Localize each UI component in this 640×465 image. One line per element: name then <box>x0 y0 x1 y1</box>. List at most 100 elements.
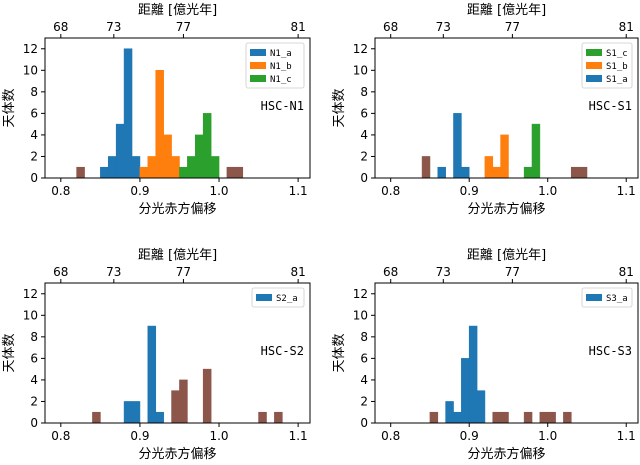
series-s1-c <box>523 123 541 179</box>
y-tick-label: 12 <box>23 42 38 56</box>
top-x-tick-label: 77 <box>505 20 520 34</box>
top-x-tick-label: 68 <box>53 265 68 279</box>
y-tick-label: 10 <box>23 63 38 77</box>
histogram-bar <box>76 166 85 179</box>
series-s2-a <box>123 325 164 424</box>
y-tick-label: 2 <box>30 394 38 408</box>
histogram-bar <box>429 411 439 424</box>
y-tick-label: 6 <box>360 106 368 120</box>
histogram-bar <box>563 411 572 424</box>
legend-swatch <box>250 75 266 82</box>
y-tick-label: 4 <box>360 128 368 142</box>
top-x-tick-label: 73 <box>106 265 121 279</box>
top-x-tick-label: 81 <box>619 20 634 34</box>
y-tick-label: 8 <box>360 330 368 344</box>
legend-box <box>251 287 305 308</box>
x-tick-label: 0.9 <box>460 429 479 443</box>
x-tick-label: 1.0 <box>538 184 557 198</box>
legend-swatch <box>250 49 266 56</box>
histogram-bar <box>226 166 236 179</box>
legend-label: S1_b <box>606 62 628 72</box>
histogram-bar <box>115 123 125 179</box>
legend-swatch <box>586 62 602 69</box>
axes-frame <box>374 282 639 424</box>
histogram-bar <box>531 123 541 179</box>
legend: N1_a N1_b N1_c <box>245 42 305 89</box>
histogram-bar <box>492 411 501 424</box>
histogram-bar <box>194 134 204 179</box>
top-x-tick-label: 81 <box>290 265 305 279</box>
x-tick-label: 1.1 <box>617 429 636 443</box>
histogram-bar <box>445 401 454 424</box>
y-tick-label: 4 <box>30 128 38 142</box>
x-tick-label: 0.9 <box>130 184 149 198</box>
top-x-tick-label: 77 <box>176 20 191 34</box>
top-x-tick-label: 77 <box>176 265 191 279</box>
histogram-bar <box>100 166 109 179</box>
histogram-bar <box>234 166 244 179</box>
top-x-axis-label: 距離 [億光年] <box>467 2 546 18</box>
histogram-bar <box>155 411 164 424</box>
y-tick-label: 4 <box>30 373 38 387</box>
histogram-bar <box>92 411 101 424</box>
histogram-bar <box>171 156 180 179</box>
histogram-bar <box>171 390 180 424</box>
histogram-bar <box>179 166 188 179</box>
histogram-bar <box>468 325 478 424</box>
histogram-bar <box>155 70 164 179</box>
axes-frame <box>374 37 639 179</box>
histogram-bar <box>492 166 501 179</box>
panel-label: HSC-S3 <box>589 344 632 358</box>
legend-label: S3_a <box>606 294 628 304</box>
y-tick-label: 10 <box>23 308 38 322</box>
y-tick-label: 2 <box>360 149 368 163</box>
x-tick-label: 1.1 <box>289 184 308 198</box>
x-axis-label: 分光赤方偏移 <box>138 201 216 217</box>
histogram-bar <box>437 166 446 179</box>
y-tick-label: 10 <box>353 308 368 322</box>
histogram-bar <box>421 156 431 179</box>
legend-swatch <box>250 62 266 69</box>
histogram-bar <box>107 156 117 179</box>
histogram-bar <box>523 411 533 424</box>
histogram-bar <box>179 379 188 424</box>
histogram-bar <box>258 411 267 424</box>
histogram-bar <box>461 358 470 424</box>
y-tick-label: 4 <box>360 373 368 387</box>
y-axis-label: 天体数 <box>332 88 347 127</box>
histogram-bar <box>187 156 196 179</box>
histogram-bar <box>147 156 157 179</box>
panel-label: HSC-N1 <box>261 99 304 113</box>
series-s3-a <box>445 325 486 424</box>
axes-frame <box>44 282 311 424</box>
series-n1-a <box>100 48 141 179</box>
x-tick-label: 1.0 <box>209 429 228 443</box>
top-x-tick-label: 81 <box>290 20 305 34</box>
y-tick-label: 2 <box>360 394 368 408</box>
top-x-tick-label: 68 <box>383 265 398 279</box>
y-tick-label: 0 <box>30 416 38 430</box>
top-x-axis-label: 距離 [億光年] <box>467 247 546 263</box>
series-other <box>92 368 283 424</box>
histogram-bar <box>147 325 157 424</box>
legend-label: N1_c <box>270 75 292 85</box>
histogram-bar <box>453 113 462 179</box>
histogram-bar <box>202 368 212 424</box>
y-tick-label: 0 <box>30 171 38 185</box>
top-x-axis-label: 距離 [億光年] <box>138 247 217 263</box>
x-tick-label: 0.8 <box>51 429 70 443</box>
histogram-bar <box>461 166 470 179</box>
y-tick-label: 10 <box>353 63 368 77</box>
histogram-bar <box>578 166 588 179</box>
histogram-bar <box>274 411 283 424</box>
top-x-tick-label: 77 <box>505 265 520 279</box>
x-tick-label: 0.8 <box>381 184 400 198</box>
top-x-tick-label: 73 <box>436 20 451 34</box>
x-tick-label: 1.0 <box>538 429 557 443</box>
legend-label: S2_a <box>276 294 298 304</box>
legend-label: N1_a <box>270 49 292 59</box>
